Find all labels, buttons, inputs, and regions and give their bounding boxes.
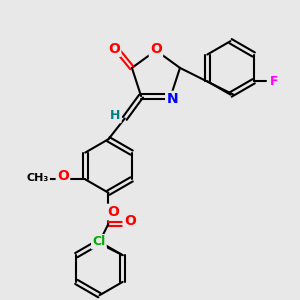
Text: Cl: Cl xyxy=(92,235,106,248)
Text: O: O xyxy=(107,205,119,219)
Text: H: H xyxy=(110,109,120,122)
Text: O: O xyxy=(57,169,69,183)
Text: N: N xyxy=(167,92,178,106)
Text: O: O xyxy=(150,42,162,56)
Text: CH₃: CH₃ xyxy=(27,173,49,183)
Text: O: O xyxy=(124,214,136,228)
Text: F: F xyxy=(270,75,279,88)
Text: O: O xyxy=(108,42,120,56)
